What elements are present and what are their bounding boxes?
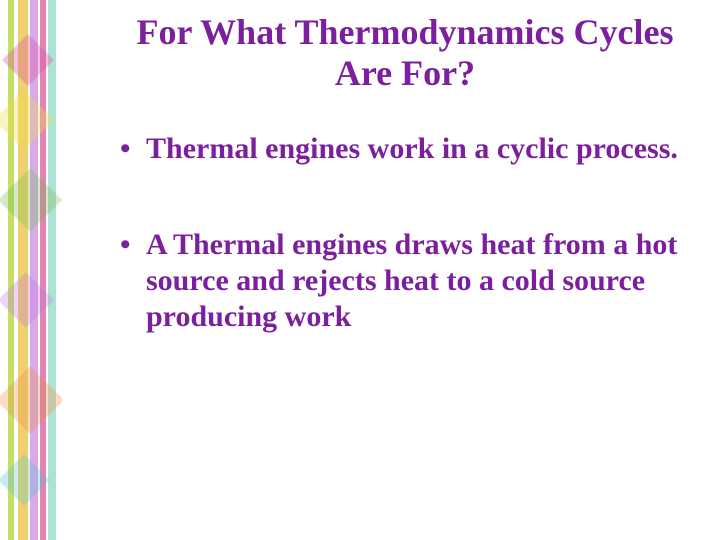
slide-title: For What Thermodynamics Cycles Are For? xyxy=(100,12,710,95)
bullet-item: Thermal engines work in a cyclic process… xyxy=(120,131,710,167)
slide-content: For What Thermodynamics Cycles Are For? … xyxy=(0,0,720,540)
bullet-list: Thermal engines work in a cyclic process… xyxy=(100,131,710,335)
bullet-item: A Thermal engines draws heat from a hot … xyxy=(120,227,710,335)
